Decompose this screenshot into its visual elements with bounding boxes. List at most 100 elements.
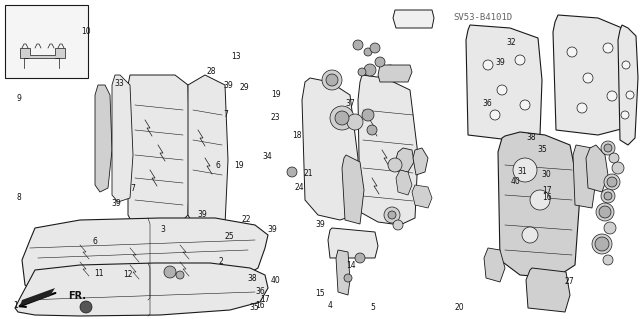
Polygon shape xyxy=(378,65,412,82)
Circle shape xyxy=(353,40,363,50)
Polygon shape xyxy=(484,248,505,282)
Polygon shape xyxy=(188,75,228,232)
Text: 39: 39 xyxy=(315,220,325,229)
Polygon shape xyxy=(95,85,112,192)
Circle shape xyxy=(604,174,620,190)
Circle shape xyxy=(326,74,338,86)
Circle shape xyxy=(164,266,176,278)
Text: 20: 20 xyxy=(454,303,465,312)
Circle shape xyxy=(355,253,365,263)
Text: 33: 33 xyxy=(114,79,124,88)
Circle shape xyxy=(612,162,624,174)
Polygon shape xyxy=(128,75,190,232)
Circle shape xyxy=(567,47,577,57)
Text: 36: 36 xyxy=(255,287,265,296)
Circle shape xyxy=(322,70,342,90)
Polygon shape xyxy=(112,75,133,202)
Polygon shape xyxy=(498,132,580,278)
Polygon shape xyxy=(20,48,65,58)
Text: 4: 4 xyxy=(327,301,332,310)
Circle shape xyxy=(603,43,613,53)
Circle shape xyxy=(577,103,587,113)
Circle shape xyxy=(344,274,352,282)
Circle shape xyxy=(626,91,634,99)
Circle shape xyxy=(330,106,354,130)
Polygon shape xyxy=(22,218,268,300)
Circle shape xyxy=(383,65,397,79)
Text: 36: 36 xyxy=(483,99,493,108)
Text: 17: 17 xyxy=(541,186,552,195)
Circle shape xyxy=(607,91,617,101)
Circle shape xyxy=(347,114,363,130)
Text: 39: 39 xyxy=(111,199,122,208)
Text: 39: 39 xyxy=(495,58,506,67)
Polygon shape xyxy=(395,148,414,172)
Circle shape xyxy=(520,100,530,110)
Text: 22: 22 xyxy=(242,215,251,224)
Polygon shape xyxy=(396,170,412,195)
Circle shape xyxy=(604,192,612,200)
Circle shape xyxy=(388,158,402,172)
Text: 37: 37 xyxy=(346,99,356,108)
Text: 9: 9 xyxy=(17,94,22,103)
Circle shape xyxy=(601,141,615,155)
Circle shape xyxy=(599,206,611,218)
Text: 15: 15 xyxy=(315,289,325,298)
Circle shape xyxy=(595,237,609,251)
Polygon shape xyxy=(526,268,570,312)
Text: 10: 10 xyxy=(81,27,91,36)
Text: 40: 40 xyxy=(511,177,521,186)
Polygon shape xyxy=(393,10,434,28)
Circle shape xyxy=(287,167,297,177)
Polygon shape xyxy=(618,25,638,145)
Text: 26: 26 xyxy=(396,69,406,78)
Text: 6: 6 xyxy=(215,161,220,170)
Polygon shape xyxy=(553,15,628,135)
Text: 7: 7 xyxy=(131,184,136,193)
Text: 28: 28 xyxy=(207,67,216,76)
Text: 29: 29 xyxy=(239,83,250,92)
Text: 17: 17 xyxy=(260,295,270,304)
Circle shape xyxy=(388,211,396,219)
Text: 14: 14 xyxy=(346,261,356,270)
Text: 12: 12 xyxy=(124,271,132,279)
Polygon shape xyxy=(302,78,358,220)
Circle shape xyxy=(80,301,92,313)
Polygon shape xyxy=(15,263,268,316)
Polygon shape xyxy=(336,250,350,295)
Text: 27: 27 xyxy=(564,277,575,286)
Circle shape xyxy=(607,177,617,187)
Text: 35: 35 xyxy=(538,145,548,154)
Polygon shape xyxy=(573,145,596,208)
Text: 8: 8 xyxy=(17,193,22,202)
Text: 31: 31 xyxy=(517,167,527,176)
Circle shape xyxy=(530,190,550,210)
Polygon shape xyxy=(413,148,428,175)
Circle shape xyxy=(515,55,525,65)
Text: 39: 39 xyxy=(267,225,277,234)
Text: 16: 16 xyxy=(255,301,265,310)
Polygon shape xyxy=(586,145,608,192)
Circle shape xyxy=(497,85,507,95)
Text: 34: 34 xyxy=(262,152,273,161)
Circle shape xyxy=(370,43,380,53)
Circle shape xyxy=(604,222,616,234)
Circle shape xyxy=(604,144,612,152)
Circle shape xyxy=(483,60,493,70)
Polygon shape xyxy=(342,155,364,224)
Circle shape xyxy=(364,48,372,56)
Text: 23: 23 xyxy=(270,113,280,122)
Text: 18: 18 xyxy=(292,131,301,140)
Text: FR.: FR. xyxy=(68,291,86,301)
Circle shape xyxy=(362,109,374,121)
Text: SV53-B4101D: SV53-B4101D xyxy=(454,13,513,22)
Text: 2: 2 xyxy=(218,257,223,266)
Circle shape xyxy=(596,203,614,221)
Circle shape xyxy=(335,111,349,125)
Circle shape xyxy=(621,111,629,119)
Text: 16: 16 xyxy=(541,193,552,202)
Text: 3: 3 xyxy=(161,225,166,234)
Text: 38: 38 xyxy=(526,133,536,142)
Text: 21: 21 xyxy=(304,169,313,178)
Text: 39: 39 xyxy=(197,210,207,219)
